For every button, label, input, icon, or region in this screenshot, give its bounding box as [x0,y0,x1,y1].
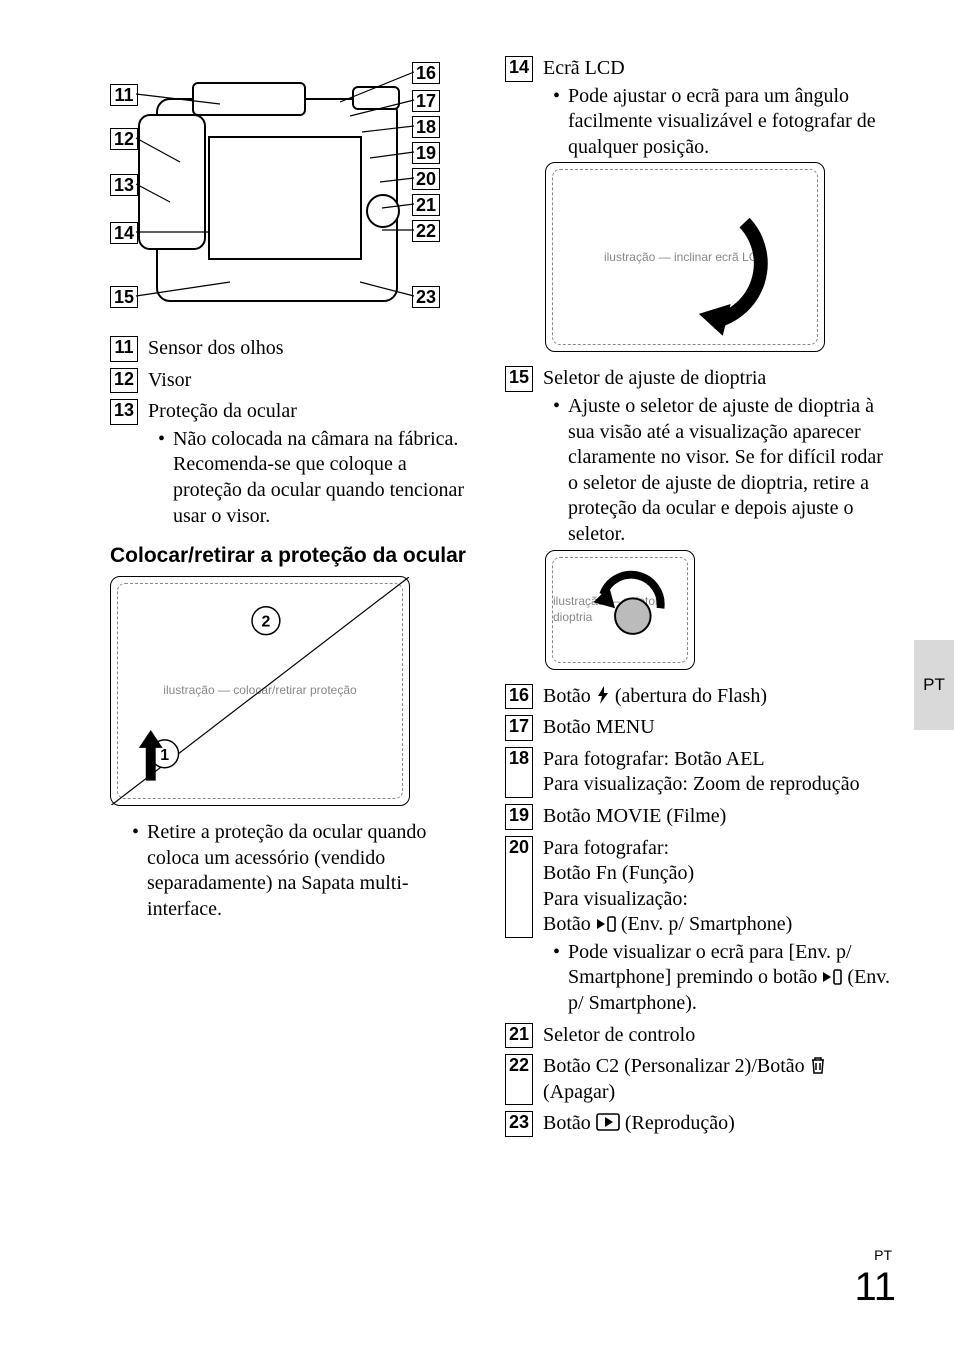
eyecup-note-text: Retire a proteção da ocular quando coloc… [147,820,469,922]
item-18: 18 Para fotografar: Botão AEL Para visua… [505,747,894,798]
svg-text:1: 1 [160,747,169,764]
item-15: 15 Seletor de ajuste de dioptria [505,366,894,392]
num-20: 20 [505,836,533,938]
illustration-diopter-svg [546,551,694,669]
num-14: 14 [505,56,533,82]
label-20-l4: Botão (Env. p/ Smartphone) [543,912,894,938]
illustration-eyecup-svg: 1 2 [111,577,409,805]
num-22: 22 [505,1054,533,1105]
item-20-note-pre: Pode visualizar o ecrã para [Env. p/ Sma… [568,941,852,989]
subheading-eyecup: Colocar/retirar a proteção da ocular [110,543,469,570]
num-18: 18 [505,747,533,798]
label-20-l1: Para fotografar: [543,836,894,862]
item-14-bullet: • Pode ajustar o ecrã para um ângulo fac… [553,84,894,161]
label-22-post: (Apagar) [543,1081,615,1103]
item-13-bullet: • Não colocada na câmara na fábrica. Rec… [158,427,469,529]
num-12: 12 [110,368,138,394]
illustration-diopter: ilustração — seletor dioptria [545,550,695,670]
label-23-pre: Botão [543,1112,596,1134]
trash-icon [810,1056,826,1074]
item-22: 22 Botão C2 (Personalizar 2)/Botão (Apag… [505,1054,894,1105]
playback-icon [596,1113,620,1131]
svg-text:2: 2 [262,614,271,631]
bullet-icon: • [132,820,139,922]
item-16: 16 Botão (abertura do Flash) [505,684,894,710]
item-13: 13 Proteção da ocular [110,399,469,425]
illustration-lcd-tilt: ilustração — inclinar ecrã LCD [545,162,825,352]
item-14-note: Pode ajustar o ecrã para um ângulo facil… [568,84,894,161]
item-20: 20 Para fotografar: Botão Fn (Função) Pa… [505,836,894,938]
item-17: 17 Botão MENU [505,715,894,741]
label-12: Visor [148,368,469,394]
label-16-post: (abertura do Flash) [615,685,767,707]
flash-icon [596,686,610,704]
label-20-l4-post: (Env. p/ Smartphone) [621,913,792,935]
num-11: 11 [110,336,138,362]
two-column-layout: 11 12 13 14 15 16 17 18 19 20 21 22 23 [80,50,894,1139]
label-17: Botão MENU [543,715,894,741]
label-14: Ecrã LCD [543,56,894,82]
item-23: 23 Botão (Reprodução) [505,1111,894,1137]
label-21: Seletor de controlo [543,1023,894,1049]
item-13-note: Não colocada na câmara na fábrica. Recom… [173,427,469,529]
label-13: Proteção da ocular [148,399,469,425]
item-20-bullet: • Pode visualizar o ecrã para [Env. p/ S… [553,940,894,1017]
label-20-l2: Botão Fn (Função) [543,861,894,887]
label-19: Botão MOVIE (Filme) [543,804,894,830]
label-22: Botão C2 (Personalizar 2)/Botão (Apagar) [543,1054,894,1105]
item-12: 12 Visor [110,368,469,394]
num-15: 15 [505,366,533,392]
label-20-l4-pre: Botão [543,913,596,935]
manual-page: 11 12 13 14 15 16 17 18 19 20 21 22 23 [0,0,954,1345]
send-to-smartphone-icon [596,916,616,932]
num-19: 19 [505,804,533,830]
illustration-eyecup: ilustração — colocar/retirar proteção 1 … [110,576,410,806]
num-17: 17 [505,715,533,741]
language-tab: PT [914,640,954,730]
bullet-icon: • [553,394,560,548]
bullet-icon: • [553,84,560,161]
bullet-icon: • [553,940,560,1017]
item-19: 19 Botão MOVIE (Filme) [505,804,894,830]
leader-lines [110,62,440,318]
label-22-pre: Botão C2 (Personalizar 2)/Botão [543,1055,810,1077]
item-11: 11 Sensor dos olhos [110,336,469,362]
right-column: 14 Ecrã LCD • Pode ajustar o ecrã para u… [505,50,894,1139]
label-20-l3: Para visualização: [543,887,894,913]
item-14: 14 Ecrã LCD [505,56,894,82]
num-13: 13 [110,399,138,425]
label-16: Botão (abertura do Flash) [543,684,894,710]
item-15-note: Ajuste o seletor de ajuste de dioptria à… [568,394,894,548]
send-to-smartphone-icon [822,969,842,985]
left-column: 11 12 13 14 15 16 17 18 19 20 21 22 23 [80,50,469,1139]
label-11: Sensor dos olhos [148,336,469,362]
bullet-icon: • [158,427,165,529]
label-16-pre: Botão [543,685,596,707]
label-18: Para fotografar: Botão AEL Para visualiz… [543,747,894,798]
camera-rear-diagram: 11 12 13 14 15 16 17 18 19 20 21 22 23 [110,62,440,318]
label-23-post: (Reprodução) [625,1112,735,1134]
item-15-bullet: • Ajuste o seletor de ajuste de dioptria… [553,394,894,548]
num-21: 21 [505,1023,533,1049]
item-21: 21 Seletor de controlo [505,1023,894,1049]
illustration-lcd-svg [546,163,824,352]
num-16: 16 [505,684,533,710]
label-15: Seletor de ajuste de dioptria [543,366,894,392]
eyecup-note: • Retire a proteção da ocular quando col… [132,820,469,922]
num-23: 23 [505,1111,533,1137]
label-20: Para fotografar: Botão Fn (Função) Para … [543,836,894,938]
label-23: Botão (Reprodução) [543,1111,894,1137]
item-20-note: Pode visualizar o ecrã para [Env. p/ Sma… [568,940,894,1017]
page-number: 11 [854,1262,896,1313]
